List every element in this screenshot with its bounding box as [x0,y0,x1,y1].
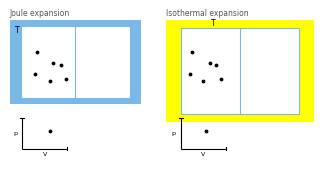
Bar [21,26,130,98]
Text: T: T [15,26,20,35]
Text: Isothermal expansion: Isothermal expansion [166,9,249,18]
Text: V: V [43,152,47,157]
Text: Joule expansion: Joule expansion [10,9,70,18]
Bar [166,20,314,122]
Bar [10,20,141,104]
Bar [181,28,299,114]
Text: p: p [172,131,176,136]
Text: V: V [201,152,205,157]
Text: p: p [13,131,17,136]
Text: T: T [211,19,215,28]
